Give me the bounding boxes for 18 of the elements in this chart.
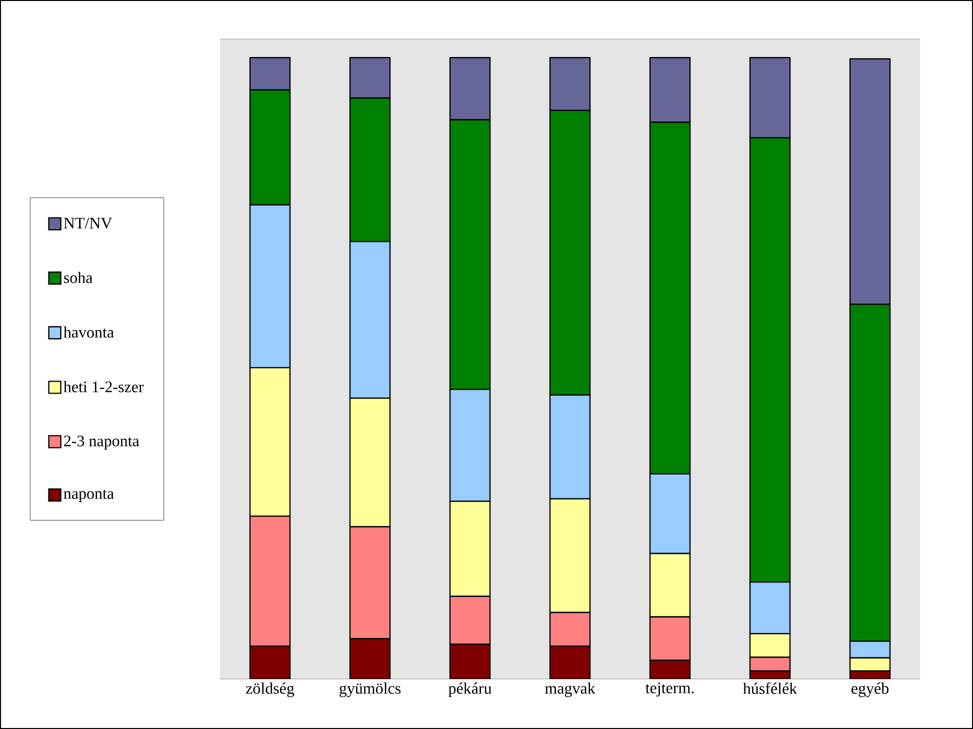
- x-tick-label: zöldség: [246, 682, 294, 698]
- bar: [449, 644, 491, 679]
- bar: [349, 638, 391, 679]
- bar: [549, 645, 591, 679]
- bar: [649, 660, 691, 679]
- legend-label: NT/NV: [64, 218, 112, 229]
- legend-label: havonta: [64, 326, 114, 338]
- legend-label: soha: [64, 272, 93, 284]
- x-tick-label: magvak: [545, 682, 596, 698]
- legend-label: heti 1-2-szer: [64, 381, 144, 392]
- x-tick-label: egyéb: [852, 682, 888, 698]
- x-tick-label: pékáru: [448, 682, 492, 698]
- x-tick-label: húsfélék: [743, 682, 798, 694]
- legend-label: naponta: [64, 490, 114, 502]
- x-tick-label: gyümölcs: [340, 682, 401, 698]
- bar: [249, 645, 291, 679]
- legend-label: 2-3 naponta: [64, 436, 140, 450]
- x-tick-label: tejterm.: [646, 682, 694, 697]
